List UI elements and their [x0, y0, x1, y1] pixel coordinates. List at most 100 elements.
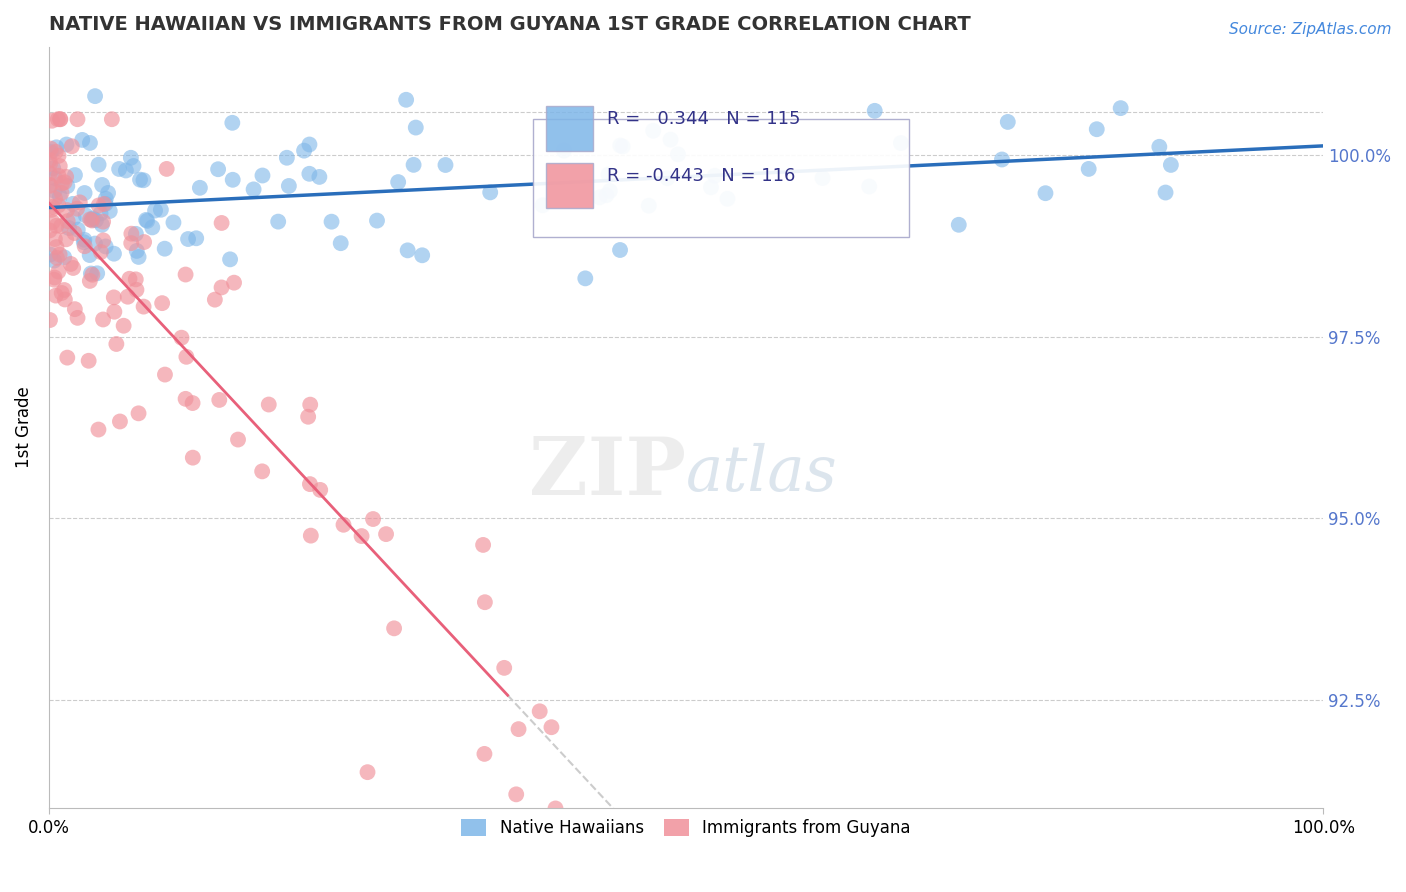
Text: NATIVE HAWAIIAN VS IMMIGRANTS FROM GUYANA 1ST GRADE CORRELATION CHART: NATIVE HAWAIIAN VS IMMIGRANTS FROM GUYAN…	[49, 15, 970, 34]
Point	[103, 304, 125, 318]
Point	[115, 163, 138, 178]
Point	[75, 208, 97, 222]
Point	[207, 162, 229, 177]
Point	[55, 169, 77, 184]
Point	[49, 159, 72, 173]
Point	[176, 350, 198, 364]
Point	[72, 133, 94, 147]
Point	[80, 212, 103, 227]
Point	[39, 145, 62, 159]
Point	[588, 190, 610, 204]
Point	[174, 268, 197, 282]
Point	[41, 200, 63, 214]
Point	[120, 236, 142, 251]
Point	[56, 214, 79, 228]
Text: R = -0.443   N = 116: R = -0.443 N = 116	[607, 167, 796, 186]
Point	[63, 226, 86, 240]
Point	[90, 206, 112, 220]
Point	[41, 215, 63, 229]
Point	[53, 175, 76, 189]
Point	[143, 203, 166, 218]
Point	[66, 222, 89, 236]
Point	[84, 236, 107, 251]
Point	[91, 233, 114, 247]
Point	[991, 153, 1014, 167]
Point	[356, 765, 378, 780]
Point	[39, 313, 62, 327]
Point	[267, 214, 290, 228]
Point	[55, 232, 77, 246]
Point	[128, 250, 150, 264]
Point	[39, 142, 62, 156]
Point	[49, 112, 72, 127]
Point	[63, 302, 86, 317]
Point	[91, 214, 114, 228]
Point	[297, 409, 319, 424]
Point	[82, 211, 104, 226]
Point	[643, 124, 665, 138]
Point	[38, 223, 60, 237]
Point	[219, 252, 242, 267]
Text: Source: ZipAtlas.com: Source: ZipAtlas.com	[1229, 22, 1392, 37]
Point	[80, 267, 103, 281]
Point	[44, 171, 66, 186]
Point	[609, 243, 631, 257]
Point	[112, 318, 135, 333]
Point	[87, 423, 110, 437]
Point	[42, 161, 65, 176]
Point	[156, 161, 179, 176]
Point	[101, 112, 124, 127]
Point	[170, 331, 193, 345]
Point	[53, 293, 76, 307]
Point	[38, 153, 60, 168]
Point	[79, 274, 101, 288]
Point	[91, 178, 114, 192]
Point	[494, 661, 516, 675]
Point	[73, 233, 96, 247]
Point	[48, 149, 70, 163]
Point	[129, 172, 152, 186]
Point	[703, 169, 725, 183]
Point	[42, 273, 65, 287]
Point	[91, 312, 114, 326]
Point	[48, 198, 70, 212]
Point	[948, 218, 970, 232]
Point	[51, 176, 73, 190]
Point	[298, 137, 321, 152]
Point	[1160, 158, 1182, 172]
Point	[276, 151, 298, 165]
Point	[221, 116, 243, 130]
Point	[44, 192, 66, 206]
Point	[56, 351, 79, 365]
Point	[298, 167, 321, 181]
Point	[405, 120, 427, 135]
Point	[105, 337, 128, 351]
Point	[117, 290, 139, 304]
Point	[87, 198, 110, 212]
Point	[125, 272, 148, 286]
Point	[41, 202, 63, 217]
Point	[45, 140, 67, 154]
Point	[66, 112, 89, 127]
Legend: Native Hawaiians, Immigrants from Guyana: Native Hawaiians, Immigrants from Guyana	[453, 811, 920, 846]
Point	[177, 232, 200, 246]
Point	[73, 239, 96, 253]
Point	[45, 240, 67, 254]
Point	[48, 264, 70, 278]
Point	[1077, 161, 1099, 176]
Point	[103, 290, 125, 304]
Point	[208, 392, 231, 407]
Point	[44, 270, 66, 285]
Point	[84, 213, 107, 227]
FancyBboxPatch shape	[546, 106, 593, 151]
Point	[474, 595, 496, 609]
Point	[94, 192, 117, 206]
Point	[402, 158, 425, 172]
Point	[48, 169, 70, 183]
Point	[226, 433, 249, 447]
Point	[128, 406, 150, 420]
Point	[599, 184, 621, 198]
Point	[90, 245, 112, 260]
Point	[94, 239, 117, 253]
Point	[382, 621, 405, 635]
